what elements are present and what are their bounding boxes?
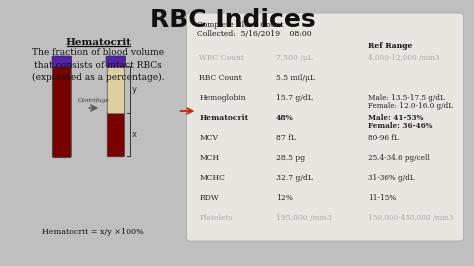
Text: RBC Count: RBC Count [199, 74, 242, 82]
Text: 48%: 48% [276, 114, 294, 122]
Text: Male: 41-53%: Male: 41-53% [368, 114, 424, 122]
Text: 7,500 /μL: 7,500 /μL [276, 54, 313, 62]
Text: Female: 12.0-16.0 g/dL: Female: 12.0-16.0 g/dL [368, 102, 453, 110]
Text: 32.7 g/dL: 32.7 g/dL [276, 174, 313, 182]
Text: MCH: MCH [199, 154, 219, 162]
Text: The fraction of blood volume
that consists of intact RBCs
(expressed as a percen: The fraction of blood volume that consis… [32, 48, 164, 82]
Text: 25.4-34.6 pg/cell: 25.4-34.6 pg/cell [368, 154, 430, 162]
Text: 80-96 fL: 80-96 fL [368, 134, 399, 142]
Text: 150,000-450,000 /mm3: 150,000-450,000 /mm3 [368, 214, 454, 222]
Text: 12%: 12% [276, 194, 293, 202]
FancyBboxPatch shape [107, 112, 125, 157]
Text: Centrifuge: Centrifuge [77, 98, 109, 103]
Text: 195,000 /mm3: 195,000 /mm3 [276, 214, 332, 222]
Text: 28.5 pg: 28.5 pg [276, 154, 305, 162]
Text: Hematocrit = x/y ×100%: Hematocrit = x/y ×100% [42, 228, 144, 236]
Text: Collected:  5/16/2019    08:00: Collected: 5/16/2019 08:00 [197, 30, 312, 38]
Text: 4,000-12,000 /mm3: 4,000-12,000 /mm3 [368, 54, 440, 62]
Text: 5.5 mil/μL: 5.5 mil/μL [276, 74, 315, 82]
Text: Complete Blood Count: Complete Blood Count [197, 21, 284, 29]
Text: x: x [132, 130, 137, 139]
FancyBboxPatch shape [52, 56, 72, 67]
Text: Hemoglobin: Hemoglobin [199, 94, 246, 102]
FancyBboxPatch shape [107, 60, 125, 114]
Text: RBC Indices: RBC Indices [150, 8, 316, 32]
Text: Hematocrit: Hematocrit [199, 114, 248, 122]
Text: RDW: RDW [199, 194, 219, 202]
Text: 31-36% g/dL: 31-36% g/dL [368, 174, 415, 182]
FancyBboxPatch shape [106, 56, 126, 67]
FancyBboxPatch shape [187, 13, 464, 241]
Text: Hematocrit: Hematocrit [65, 38, 131, 47]
Text: Ref Range: Ref Range [368, 42, 412, 50]
Text: MCV: MCV [199, 134, 219, 142]
Text: MCHC: MCHC [199, 174, 225, 182]
Text: WBC Count: WBC Count [199, 54, 244, 62]
Text: Female: 36-46%: Female: 36-46% [368, 122, 433, 130]
Text: 11-15%: 11-15% [368, 194, 396, 202]
Text: 15.7 g/dL: 15.7 g/dL [276, 94, 313, 102]
Text: Male: 13.5-17.5 g/dL: Male: 13.5-17.5 g/dL [368, 94, 445, 102]
Text: y: y [132, 85, 137, 94]
Text: 87 fL: 87 fL [276, 134, 296, 142]
Text: Platelets: Platelets [199, 214, 233, 222]
FancyBboxPatch shape [53, 60, 71, 157]
